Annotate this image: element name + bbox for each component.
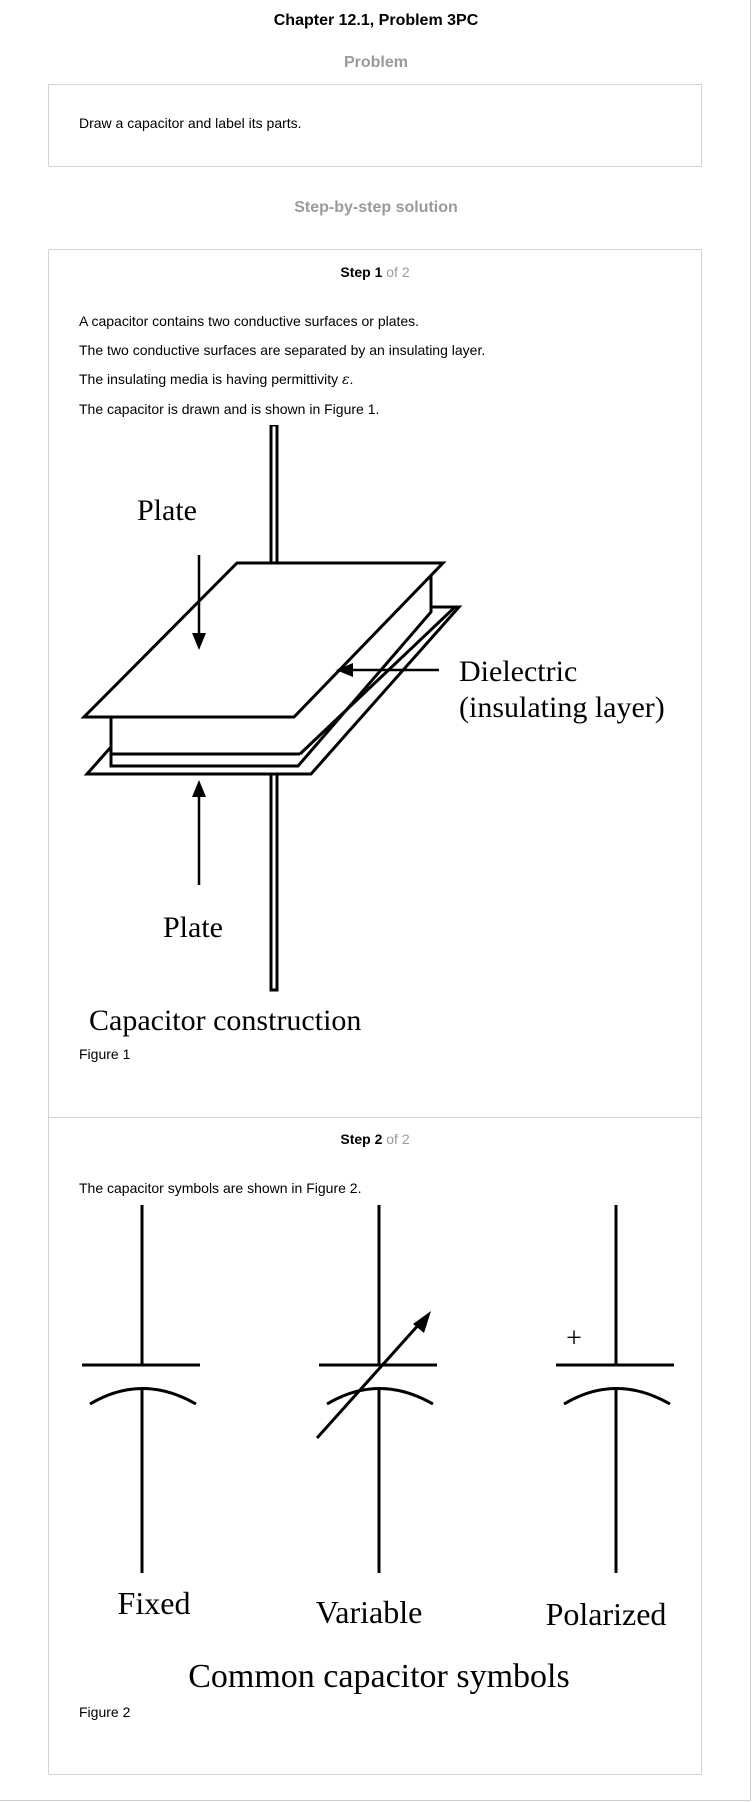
polarized-plus-sign: +	[566, 1323, 582, 1354]
variable-capacitor-symbol	[315, 1205, 437, 1573]
capacitor-construction-figure: Plate Plate Dielectric (insulating layer…	[80, 425, 665, 1037]
dielectric-label-line1: Dielectric	[459, 655, 577, 688]
step-2-header: Step 2 of 2	[49, 1131, 701, 1147]
problem-text: Draw a capacitor and label its parts.	[79, 115, 302, 131]
variable-arrow-head	[413, 1311, 431, 1333]
step-1-count: of 2	[386, 264, 410, 280]
dielectric-label-line2: (insulating layer)	[459, 691, 665, 724]
step-divider	[49, 1117, 701, 1118]
step-1-header: Step 1 of 2	[49, 264, 701, 280]
step-1-paragraph-4: The capacitor is drawn and is shown in F…	[79, 401, 380, 417]
plate-bottom-label: Plate	[163, 911, 223, 944]
polarized-label: Polarized	[546, 1596, 667, 1632]
top-plate	[80, 561, 447, 719]
problem-box: Draw a capacitor and label its parts.	[48, 84, 702, 167]
step-1-label: Step 1	[340, 264, 383, 280]
fixed-label: Fixed	[118, 1585, 191, 1621]
solution-heading: Step-by-step solution	[294, 199, 458, 216]
bottom-lead	[269, 772, 279, 992]
permittivity-suffix: .	[349, 371, 354, 387]
problem-heading: Problem	[343, 54, 408, 71]
permittivity-text: The insulating media is having permittiv…	[79, 371, 343, 387]
capacitor-symbols-figure: + Fixed Variable Polarized Common capaci…	[82, 1205, 674, 1695]
step-2-label: Step 2	[340, 1131, 383, 1147]
permittivity-symbol: ε	[342, 372, 350, 388]
figure-1-caption: Capacitor construction	[89, 1004, 361, 1037]
fixed-capacitor-symbol	[82, 1205, 200, 1573]
variable-label: Variable	[316, 1594, 423, 1630]
figure-2-name: Figure 2	[79, 1704, 131, 1720]
figure-1-name: Figure 1	[79, 1046, 131, 1062]
step-2-paragraph-1: The capacitor symbols are shown in Figur…	[79, 1180, 362, 1196]
step-2-count: of 2	[386, 1131, 410, 1147]
chapter-title: Chapter 12.1, Problem 3PC	[273, 12, 479, 29]
step-1-paragraph-3: The insulating media is having permittiv…	[79, 371, 353, 388]
step-1-paragraph-2: The two conductive surfaces are separate…	[79, 342, 486, 358]
figure-2-caption: Common capacitor symbols	[188, 1658, 570, 1695]
solution-box: Step 1 of 2 A capacitor contains two con…	[48, 249, 702, 1775]
plate-top-label: Plate	[137, 494, 197, 527]
polarized-capacitor-symbol	[556, 1205, 674, 1573]
step-1-paragraph-1: A capacitor contains two conductive surf…	[79, 313, 420, 329]
